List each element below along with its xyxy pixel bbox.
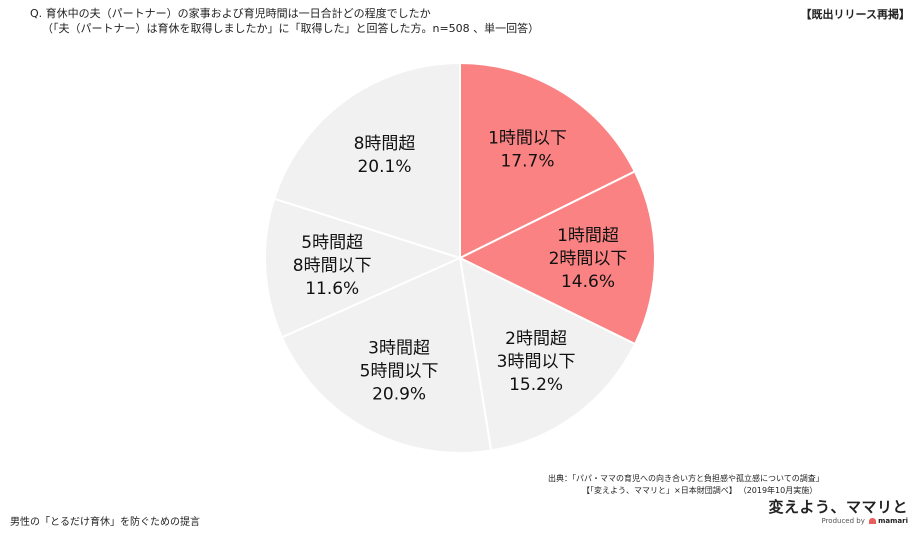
slice-category-label: 3時間以下 [497,352,576,372]
slice-label: 5時間超 8時間以下 11.6% [293,233,372,299]
slice-percent-label: 17.7% [500,152,554,172]
slice-label: 1時間超 2時間以下 14.6% [549,226,628,292]
slice-category-label: 1時間超 [557,226,619,246]
source-line-1: 出典：「パパ・ママの育児への向き合い方と負担感や孤立感についての調査」 [548,474,824,483]
logo-brand: mamari [878,517,908,525]
slice-label: 8時間超 20.1% [354,134,416,177]
slice-category-label: 3時間超 [368,339,430,359]
slice-label: 3時間超 5時間以下 20.9% [360,339,439,405]
slice-percent-label: 14.6% [561,272,615,292]
slice-category-label: 5時間以下 [360,362,439,382]
slice-category-label: 8時間超 [354,134,416,154]
slice-category-label: 8時間以下 [293,256,372,276]
produced-by-text: Produced by [821,517,865,525]
mamari-mark-icon [869,518,877,524]
logo-produced-by: Produced by mamari [768,517,908,525]
slice-percent-label: 11.6% [305,279,359,299]
release-tag: 【既出リリース再掲】 [800,8,910,21]
pie-slice [264,197,463,339]
pie-slice [457,170,656,346]
slice-category-label: 1時間以下 [488,129,567,149]
slice-percent-label: 20.9% [372,385,426,405]
question-line-1: Q. 育休中の夫（パートナー）の家事および育児時間は一日合計どの程度でしたか [30,7,431,20]
slice-category-label: 2時間以下 [549,249,628,269]
pie-slice [272,61,461,260]
slice-percent-label: 15.2% [509,375,563,395]
footer-text: 男性の「とるだけ育休」を防ぐための提言 [10,517,200,528]
slice-label: 2時間超 3時間以下 15.2% [497,329,576,395]
slice-category-label: 5時間超 [301,233,363,253]
slice-percent-label: 20.1% [357,157,411,177]
source-line-2-text: 【「変えよう、ママリと」×日本財団調べ】 [582,486,737,495]
question-line-2: （「夫（パートナー）は育休を取得しましたか」に「取得した」と回答した方。n=50… [42,22,540,35]
source-date: （2019年10月実施） [742,486,818,495]
pie-slice [280,256,493,454]
slice-label: 1時間以下 17.7% [488,129,567,172]
slice-category-label: 2時間超 [505,329,567,349]
source-line-2: 【「変えよう、ママリと」×日本財団調べ】 （2019年10月実施） [548,485,824,497]
question-text: Q. 育休中の夫（パートナー）の家事および育児時間は一日合計どの程度でしたか （… [30,6,539,36]
source-note: 出典：「パパ・ママの育児への向き合い方と負担感や孤立感についての調査」 【「変え… [548,473,824,497]
pie-slice [459,61,637,260]
brand-logo: 変えよう、ママリと Produced by mamari [768,496,908,525]
pie-slice [458,256,637,452]
logo-slogan: 変えよう、ママリと [768,498,908,516]
